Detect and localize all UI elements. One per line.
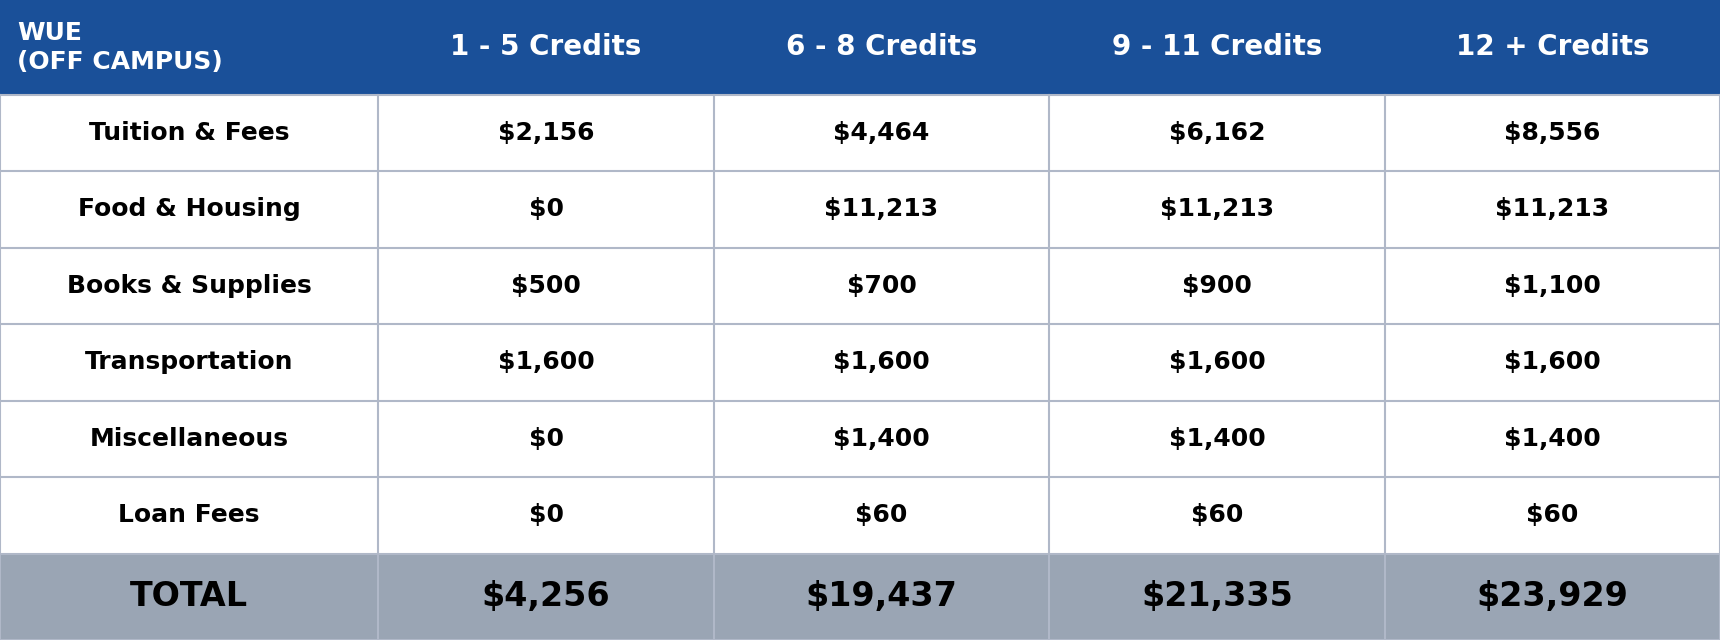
Text: $11,213: $11,213 [1495,197,1610,221]
Bar [0,248,378,324]
Bar [378,248,714,324]
Bar [714,401,1049,477]
Text: $500: $500 [511,274,581,298]
Bar [1049,324,1385,401]
Text: 6 - 8 Credits: 6 - 8 Credits [786,33,977,61]
Text: $21,335: $21,335 [1140,580,1293,613]
Bar [0,172,378,248]
Bar [1385,324,1720,401]
Bar [0,324,378,401]
Bar [714,95,1049,172]
Text: Transportation: Transportation [84,351,294,374]
Text: $1,600: $1,600 [832,351,931,374]
Text: WUE
(OFF CAMPUS): WUE (OFF CAMPUS) [17,20,224,74]
Text: $1,100: $1,100 [1503,274,1601,298]
Bar [1385,477,1720,554]
Bar [1385,0,1720,95]
Text: Miscellaneous: Miscellaneous [89,427,289,451]
Text: $60: $60 [855,503,908,527]
Text: 12 + Credits: 12 + Credits [1455,33,1649,61]
Text: $1,400: $1,400 [1503,427,1601,451]
Text: $23,929: $23,929 [1476,580,1629,613]
Bar [1049,95,1385,172]
Bar [714,172,1049,248]
Text: $4,256: $4,256 [482,580,611,613]
Bar [0,95,378,172]
Text: $11,213: $11,213 [1159,197,1275,221]
Bar [0,477,378,554]
Bar [378,554,714,640]
Bar [714,0,1049,95]
Bar [1049,401,1385,477]
Text: Tuition & Fees: Tuition & Fees [89,121,289,145]
Text: $19,437: $19,437 [805,580,958,613]
Text: 9 - 11 Credits: 9 - 11 Credits [1111,33,1323,61]
Text: $0: $0 [528,197,564,221]
Bar [378,172,714,248]
Text: $1,600: $1,600 [1168,351,1266,374]
Text: $8,556: $8,556 [1503,121,1601,145]
Bar [714,477,1049,554]
Text: $0: $0 [528,503,564,527]
Bar [378,95,714,172]
Text: $6,162: $6,162 [1168,121,1266,145]
Bar [378,324,714,401]
Bar [0,0,378,95]
Text: $0: $0 [528,427,564,451]
Text: $1,400: $1,400 [832,427,931,451]
Text: $1,600: $1,600 [1503,351,1601,374]
Bar [1049,0,1385,95]
Text: $2,156: $2,156 [497,121,595,145]
Bar [0,554,378,640]
Bar [1385,172,1720,248]
Text: $700: $700 [846,274,917,298]
Bar [1049,172,1385,248]
Bar [1385,248,1720,324]
Text: $60: $60 [1190,503,1244,527]
Text: $4,464: $4,464 [832,121,931,145]
Bar [1049,477,1385,554]
Bar [378,477,714,554]
Bar [1049,554,1385,640]
Bar [714,554,1049,640]
Bar [0,401,378,477]
Text: Food & Housing: Food & Housing [77,197,301,221]
Text: $11,213: $11,213 [824,197,939,221]
Text: $900: $900 [1182,274,1252,298]
Text: Loan Fees: Loan Fees [119,503,260,527]
Text: Books & Supplies: Books & Supplies [67,274,311,298]
Bar [378,0,714,95]
Bar [714,324,1049,401]
Bar [1385,554,1720,640]
Bar [378,401,714,477]
Bar [1385,95,1720,172]
Text: $1,600: $1,600 [497,351,595,374]
Text: TOTAL: TOTAL [131,580,248,613]
Bar [1385,401,1720,477]
Text: 1 - 5 Credits: 1 - 5 Credits [451,33,642,61]
Bar [714,248,1049,324]
Bar [1049,248,1385,324]
Text: $1,400: $1,400 [1168,427,1266,451]
Text: $60: $60 [1526,503,1579,527]
